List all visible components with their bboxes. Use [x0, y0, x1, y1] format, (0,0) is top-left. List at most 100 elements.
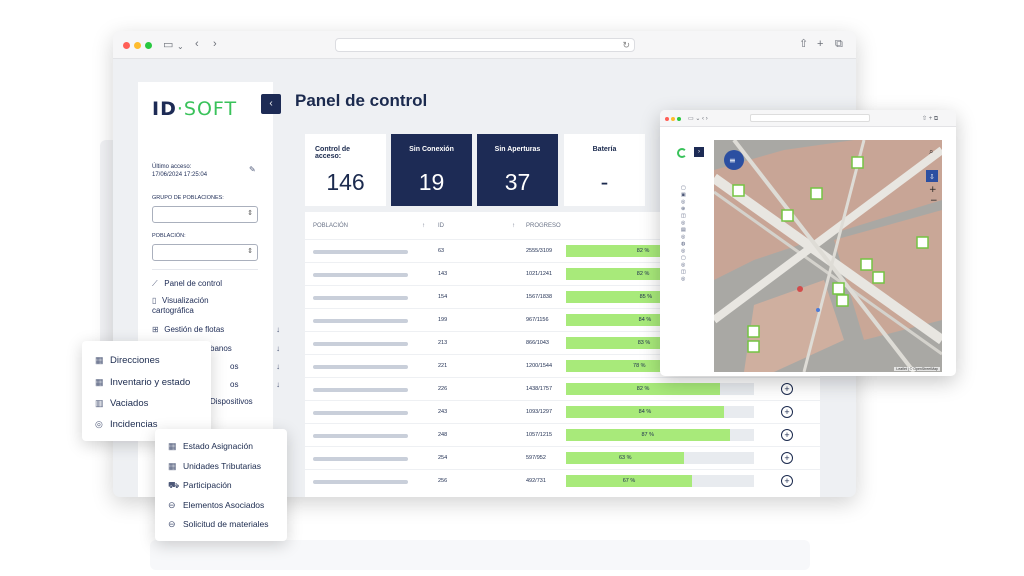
map-logo-icon	[677, 148, 687, 158]
menu-item-participacion[interactable]: ⛟ Participación	[168, 480, 232, 490]
new-tab-icon[interactable]: +	[817, 38, 824, 50]
population-name-redacted	[313, 296, 408, 300]
cell-progress: 597/952	[526, 455, 546, 461]
map-view[interactable]: ≡ ⌕ ⇩ + −	[714, 140, 942, 372]
map-canvas: ≡ ⌕ ⇩ + −	[714, 140, 942, 372]
sidebar-toggle-icon[interactable]: ▭	[163, 39, 174, 51]
chevron-down-icon[interactable]: ↓	[276, 380, 280, 389]
sidebar-item-list-a[interactable]: os	[230, 362, 239, 371]
svg-text:+: +	[929, 185, 937, 195]
menu-item-elementos-asociados[interactable]: ⊖ Elementos Asociados	[168, 500, 265, 510]
table-row: 248 1057/1215 87 % +	[305, 423, 820, 446]
header-id[interactable]: ID	[438, 223, 444, 229]
sidebar-item-fleet[interactable]: ⊞ Gestión de flotas	[152, 325, 225, 334]
sidebar-item-devices[interactable]: Dispositivos	[210, 397, 253, 406]
map-browser-window: ▭ ⌄ ‹ › ⇧ + ⧉ › ▢ ▣ ◎ ⊕ ◫ ◎ ▤ ◎ ◍ ◎ ▢ ◎ ◫ ◎	[660, 110, 956, 376]
last-access-value: 17/06/2024 17:25:04	[152, 172, 208, 178]
maximize-dot[interactable]	[677, 117, 681, 121]
cell-progress: 1567/1838	[526, 294, 552, 300]
edit-icon[interactable]: ✎	[249, 165, 256, 174]
chevron-down-icon[interactable]: ⌄	[177, 42, 184, 51]
bin-icon: ⊖	[168, 519, 176, 529]
sort-icon[interactable]: ↑	[422, 223, 425, 229]
cell-id: 154	[438, 294, 448, 300]
fleet-icon: ⊞	[152, 325, 159, 334]
menu-item-incidencias[interactable]: ◎ Incidencias	[95, 419, 158, 430]
map-attribution: Leaflet | © OpenStreetMap	[894, 367, 940, 371]
population-name-redacted	[313, 480, 408, 484]
cell-id: 226	[438, 386, 448, 392]
card-value: -	[600, 169, 609, 195]
header-poblacion[interactable]: POBLACIÓN	[313, 223, 349, 229]
svg-text:≡: ≡	[729, 156, 736, 165]
card-title: Control de acceso:	[315, 146, 350, 160]
cell-id: 213	[438, 340, 448, 346]
cell-id: 243	[438, 409, 448, 415]
progress-fill: 82 %	[566, 383, 721, 395]
progress-bar: 67 %	[566, 475, 754, 487]
divider	[152, 269, 258, 270]
collapse-sidebar-button[interactable]: ‹	[261, 94, 281, 114]
population-name-redacted	[313, 365, 408, 369]
container-icon: ▥	[95, 398, 104, 408]
forward-icon[interactable]: ›	[213, 38, 217, 50]
population-name-redacted	[313, 434, 408, 438]
cell-id: 221	[438, 363, 448, 369]
sidebar-item-list-b[interactable]: os	[230, 380, 239, 389]
population-name-redacted	[313, 457, 408, 461]
menu-item-unidades-tributarias[interactable]: ▦ Unidades Tributarias	[168, 461, 261, 471]
header-progreso[interactable]: PROGRESO	[526, 223, 561, 229]
minimize-dot[interactable]	[671, 117, 675, 121]
sidebar-toggle-icon[interactable]: ▭ ⌄ ‹ ›	[688, 116, 708, 122]
select-arrow-icon: ⇕	[247, 210, 253, 217]
chevron-down-icon[interactable]: ↓	[276, 325, 280, 334]
cell-id: 199	[438, 317, 448, 323]
sidebar-item-urban[interactable]: banos	[210, 344, 232, 353]
expand-row-button[interactable]: +	[781, 406, 793, 418]
reload-icon[interactable]: ↻	[622, 40, 630, 50]
chevron-down-icon[interactable]: ↓	[276, 362, 280, 371]
share-icon[interactable]: ⇧	[799, 38, 809, 50]
card-battery: Batería -	[564, 134, 645, 206]
sort-icon[interactable]: ↑	[512, 223, 515, 229]
cell-id: 256	[438, 478, 448, 484]
last-access-label: Último acceso:	[152, 164, 192, 170]
close-dot[interactable]	[665, 117, 669, 121]
population-select[interactable]: ⇕	[152, 244, 258, 261]
expand-button[interactable]: ›	[694, 147, 704, 157]
back-icon[interactable]: ‹	[195, 38, 199, 50]
map-sidebar: › ▢ ▣ ◎ ⊕ ◫ ◎ ▤ ◎ ◍ ◎ ▢ ◎ ◫ ◎	[674, 140, 704, 365]
expand-row-button[interactable]: +	[781, 383, 793, 395]
menu-item-direcciones[interactable]: ▦ Direcciones	[95, 355, 160, 366]
table-row: 256 492/731 67 % +	[305, 469, 820, 492]
tabs-overview-icon[interactable]: ⧉	[835, 38, 843, 50]
cell-id: 63	[438, 248, 445, 254]
card-access-control: Control de acceso: 146	[305, 134, 386, 206]
address-bar[interactable]: ↻	[335, 38, 635, 52]
card-title: Sin Conexión	[409, 146, 454, 153]
cell-id: 143	[438, 271, 448, 277]
expand-row-button[interactable]: +	[781, 475, 793, 487]
sidebar-item-panel[interactable]: ⟋ Panel de control	[152, 279, 223, 288]
expand-row-button[interactable]: +	[781, 452, 793, 464]
expand-row-button[interactable]: +	[781, 429, 793, 441]
menu-item-vaciados[interactable]: ▥ Vaciados	[95, 398, 149, 409]
minimize-dot[interactable]	[134, 42, 141, 49]
sidebar-item-map[interactable]: ▯ Visualización cartográfica	[152, 296, 209, 315]
group-select[interactable]: ⇕	[152, 206, 258, 223]
alert-icon: ◎	[95, 419, 103, 429]
menu-item-inventario[interactable]: ▦ Inventario y estado	[95, 377, 191, 388]
maximize-dot[interactable]	[145, 42, 152, 49]
progress-fill: 67 %	[566, 475, 692, 487]
cell-id: 254	[438, 455, 448, 461]
progress-bar: 82 %	[566, 383, 754, 395]
cell-progress: 1057/1215	[526, 432, 552, 438]
toolbar-icons[interactable]: ⇧ + ⧉	[922, 116, 939, 122]
address-bar[interactable]	[750, 114, 870, 122]
menu-item-solicitud-materiales[interactable]: ⊖ Solicitud de materiales	[168, 519, 269, 529]
close-dot[interactable]	[123, 42, 130, 49]
chevron-down-icon[interactable]: ↓	[276, 344, 280, 353]
population-name-redacted	[313, 250, 408, 254]
menu-item-estado-asignacion[interactable]: ▦ Estado Asignación	[168, 441, 253, 451]
